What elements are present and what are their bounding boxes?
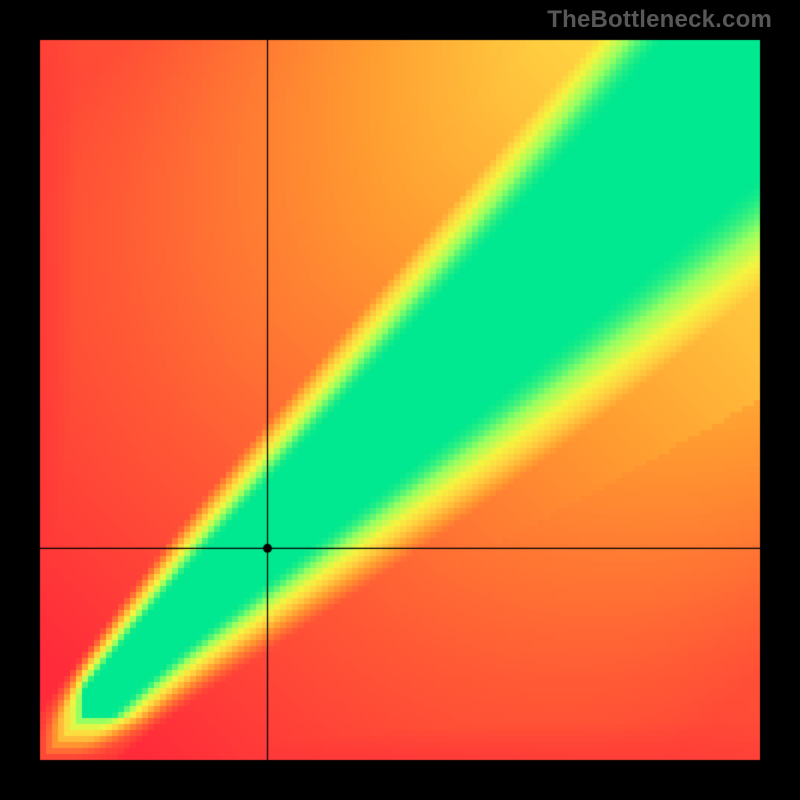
heatmap-canvas [0,0,800,800]
watermark-text: TheBottleneck.com [547,6,772,34]
